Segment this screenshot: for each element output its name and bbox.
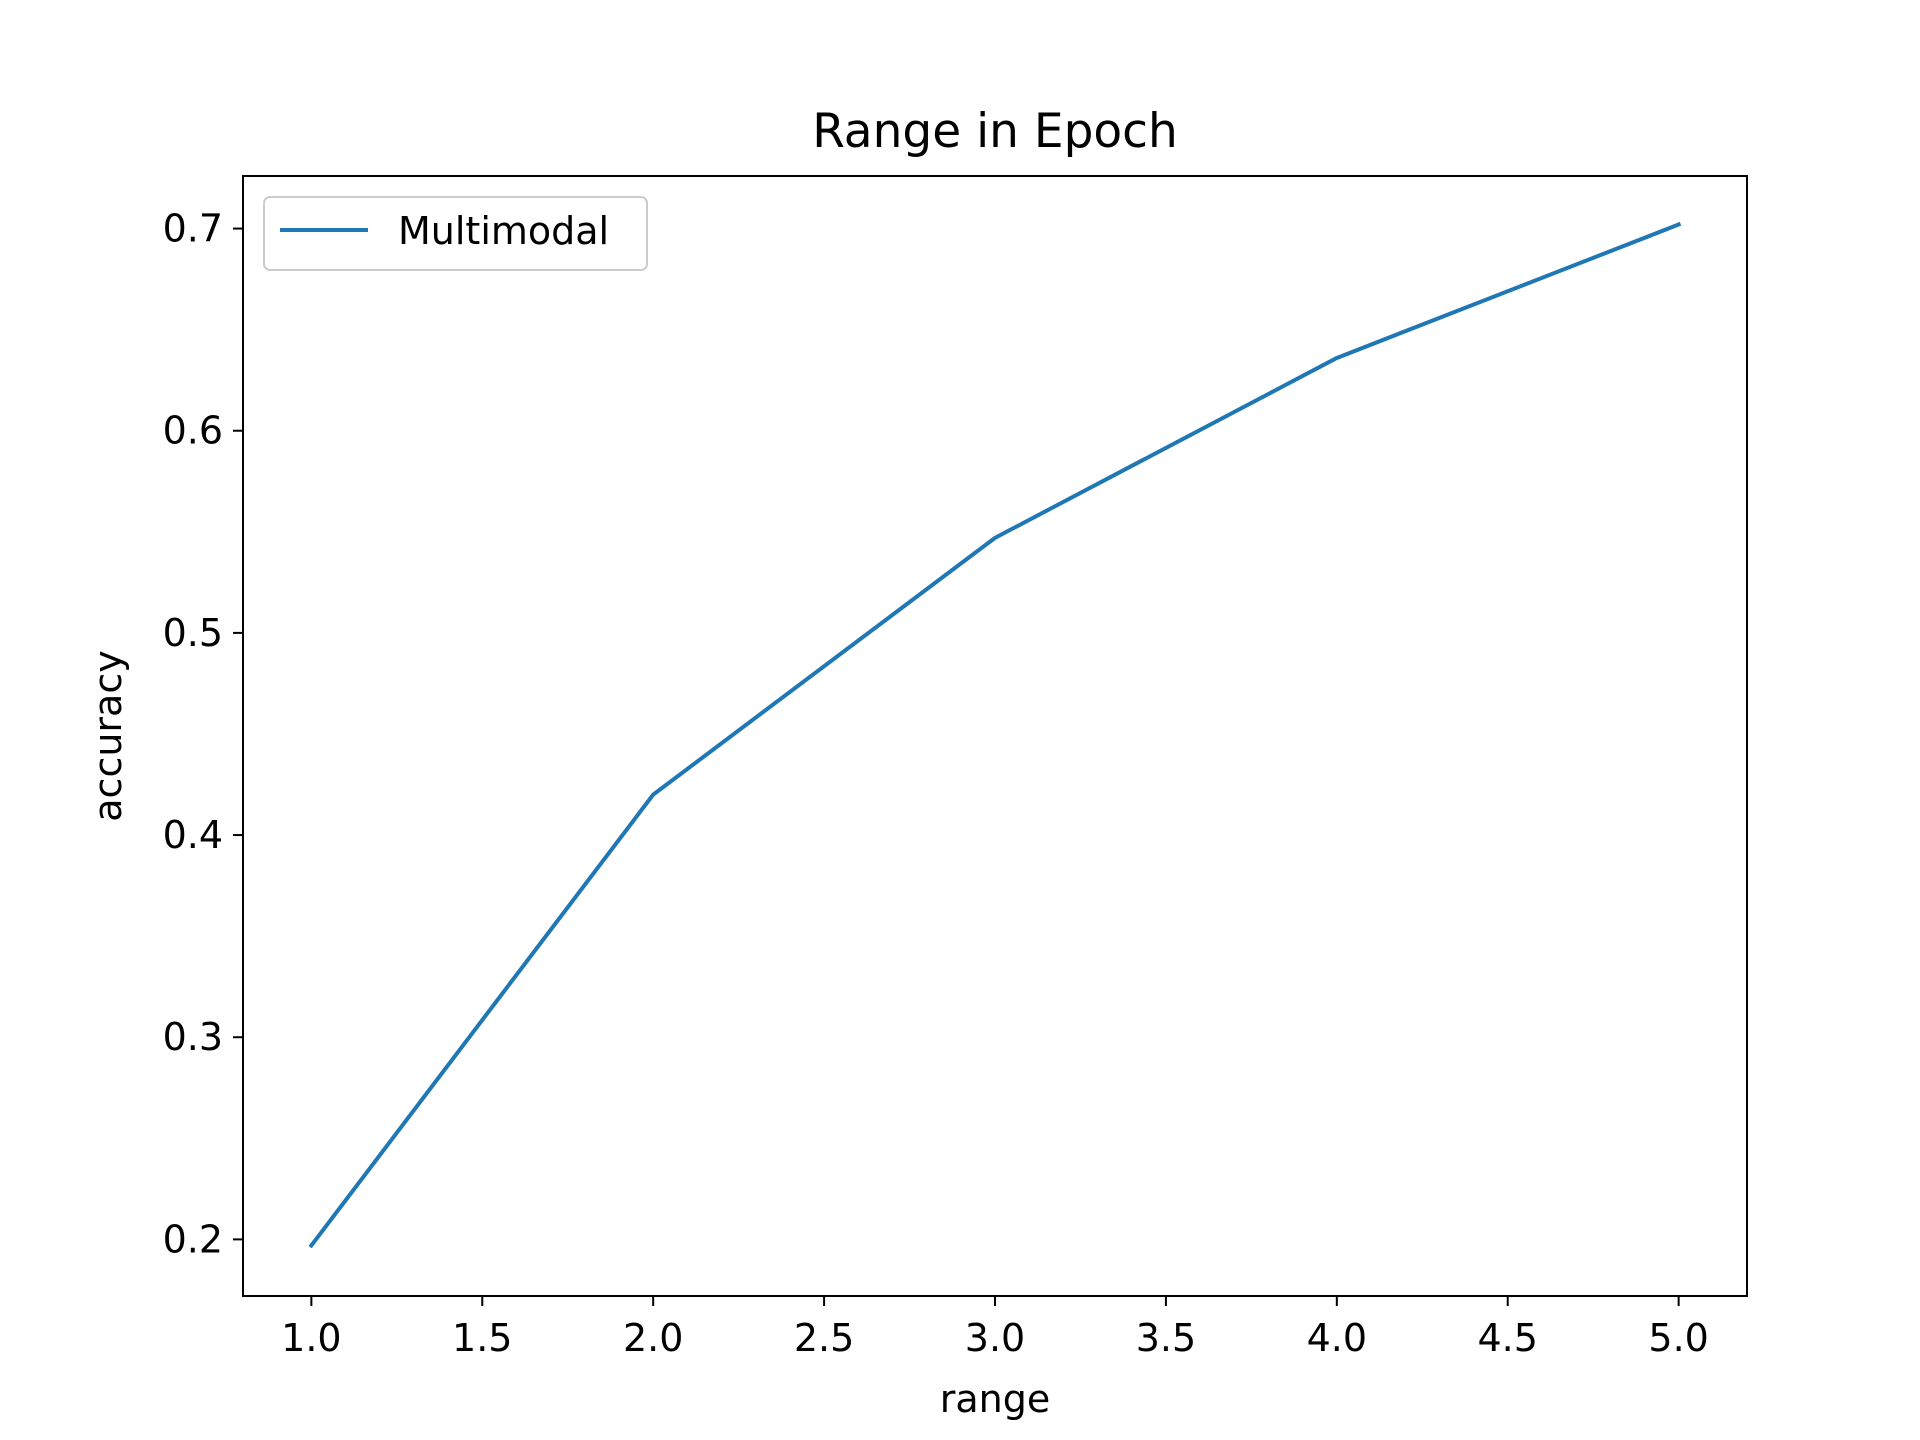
y-axis-label: accuracy [86,650,130,821]
y-tick-label: 0.7 [163,207,223,251]
y-tick-label: 0.5 [163,611,223,655]
x-axis-ticks: 1.0 1.5 2.0 2.5 3.0 3.5 4.0 4.5 5.0 [281,1296,1709,1360]
x-tick-label: 2.0 [623,1316,683,1360]
legend-box [263,196,648,271]
y-tick-label: 0.2 [163,1217,223,1261]
x-tick-label: 4.5 [1478,1316,1538,1360]
plot-area: 1.0 1.5 2.0 2.5 3.0 3.5 4.0 4.5 5.0 0.2 0.3 0.4 0.5… [163,175,1748,1360]
x-tick-label: 5.0 [1648,1316,1708,1360]
series-layer [308,221,1682,1249]
x-tick-label: 3.0 [965,1316,1025,1360]
y-tick-label: 0.3 [163,1015,223,1059]
x-axis-label: range [940,1377,1051,1421]
y-tick-label: 0.6 [163,409,223,453]
x-tick-label: 1.5 [452,1316,512,1360]
x-tick-label: 3.5 [1136,1316,1196,1360]
y-axis-ticks: 0.2 0.3 0.4 0.5 0.6 0.7 [163,207,243,1261]
legend-label-multimodal: Multimodal [398,209,609,253]
legend: Multimodal [263,196,648,271]
series-line-multimodal [308,221,1682,1249]
x-tick-label: 4.0 [1307,1316,1367,1360]
chart-title: Range in Epoch [812,104,1178,159]
y-tick-label: 0.4 [163,813,223,857]
x-tick-label: 1.0 [281,1316,341,1360]
x-tick-label: 2.5 [794,1316,854,1360]
